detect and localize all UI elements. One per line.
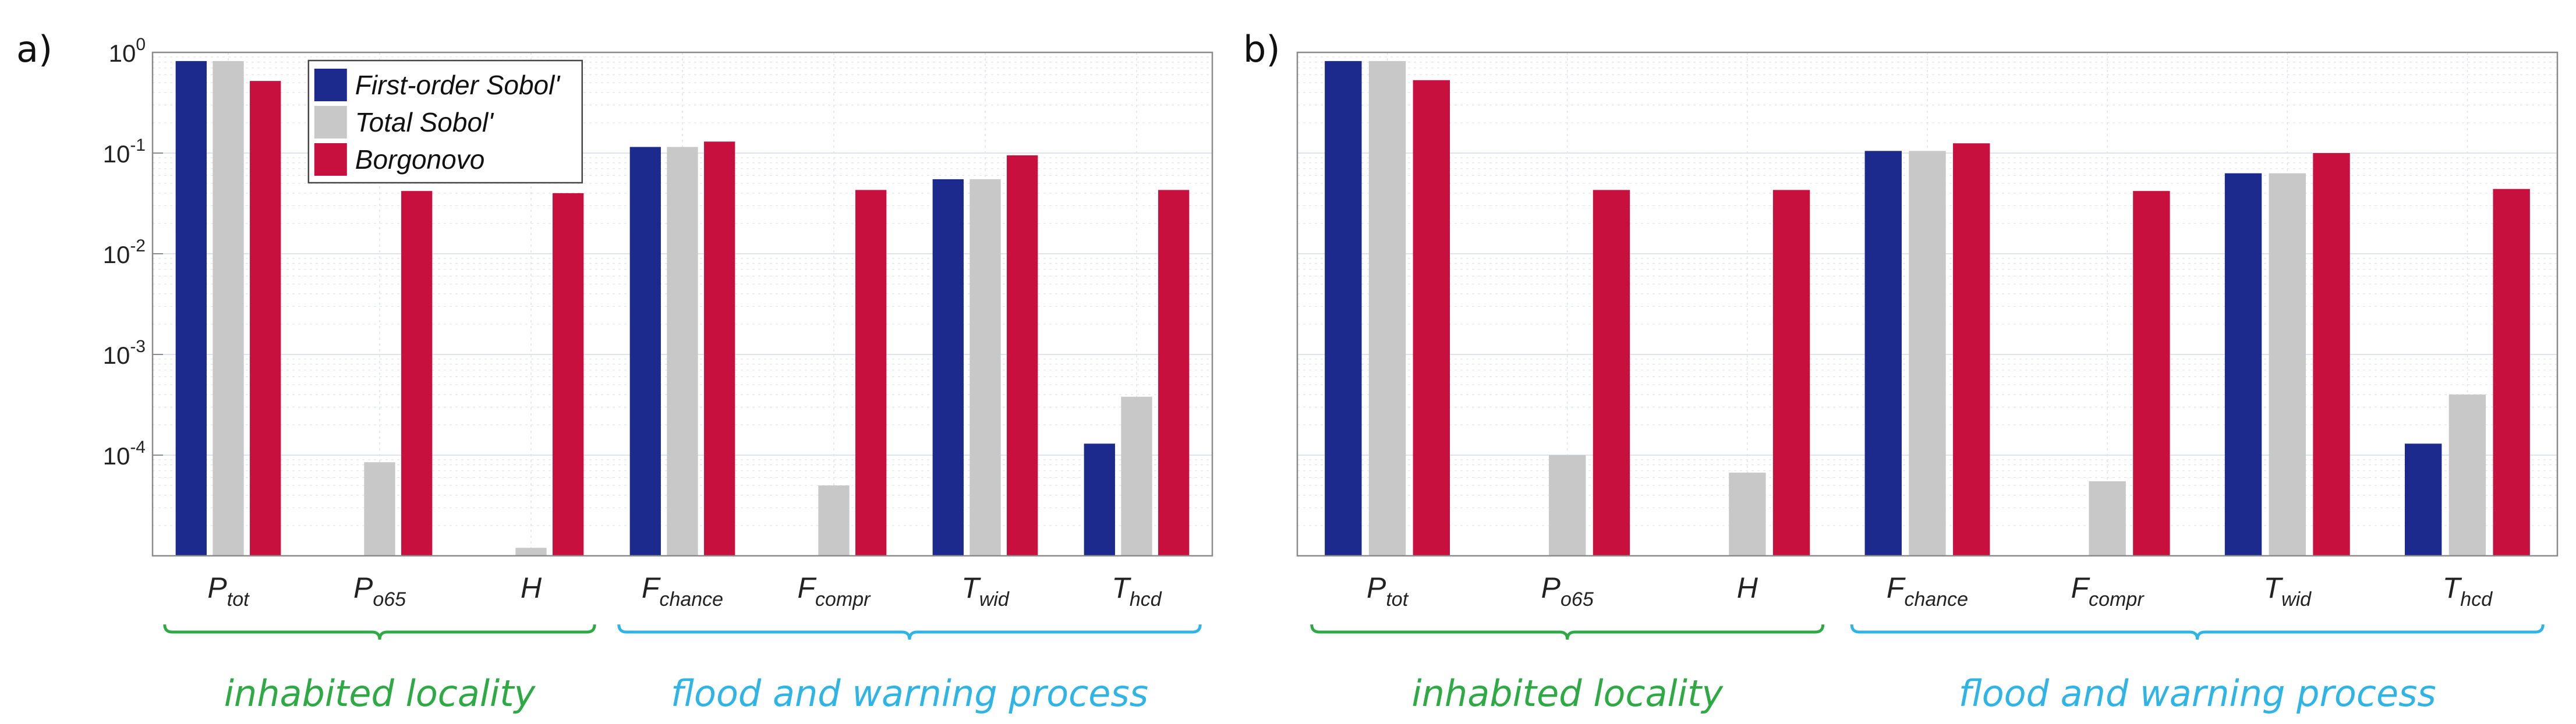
panel-a: a) 100 10-1 10-2 10-3 10-4 Ptot Po65 H Fchance Fco… <box>16 28 1213 715</box>
bar-borgonovo <box>1953 143 1990 556</box>
bar-first-order <box>1864 151 1902 556</box>
y-tick-label: 100 <box>109 35 146 67</box>
bar-total <box>1729 473 1766 556</box>
legend-box <box>307 59 583 184</box>
bar-total <box>2269 173 2306 556</box>
x-tick-label: Po65 <box>353 572 406 611</box>
x-tick-label: Po65 <box>1541 572 1594 611</box>
axes-frame <box>1296 51 2559 557</box>
bar-total <box>515 548 547 556</box>
x-tick-label: H <box>521 572 542 604</box>
x-tick-label: Fchance <box>1887 572 1968 611</box>
bar-borgonovo <box>704 141 735 556</box>
bar-borgonovo <box>1158 190 1190 556</box>
group-label: flood and warning process <box>671 672 1148 715</box>
bar-first-order <box>1325 61 1362 556</box>
bar-total <box>1549 455 1586 556</box>
x-tick-label: Ptot <box>1367 572 1409 611</box>
bar-first-order <box>2224 173 2262 556</box>
group-brace <box>1310 624 1825 640</box>
group-label: inhabited locality <box>224 672 536 715</box>
bar-total <box>667 147 698 556</box>
bar-borgonovo <box>1007 155 1038 556</box>
x-tick-label: Fchance <box>642 572 723 611</box>
bar-first-order <box>2405 443 2442 556</box>
bar-first-order <box>1084 443 1115 556</box>
x-tick-label: Ptot <box>207 572 250 611</box>
bar-total <box>969 179 1001 556</box>
bar-borgonovo <box>1772 190 1810 556</box>
bar-borgonovo <box>2493 189 2530 556</box>
bar-borgonovo <box>2313 153 2350 556</box>
bar-total <box>1368 61 1406 556</box>
x-tick-label: Fcompr <box>2071 572 2145 611</box>
bar-total <box>364 462 395 556</box>
bar-total <box>213 61 244 556</box>
x-tick-label: Twid <box>961 572 1010 611</box>
bar-borgonovo <box>1593 190 1630 556</box>
panel-label: a) <box>16 28 52 70</box>
legend-entry: Borgonovo <box>355 144 485 175</box>
group-label: inhabited locality <box>1411 672 1724 715</box>
legend-entry: First-order Sobol' <box>355 70 561 100</box>
legend-swatch <box>314 69 347 101</box>
bar-borgonovo <box>553 193 584 556</box>
bar-first-order <box>175 61 207 556</box>
legend-swatch <box>314 143 347 176</box>
bar-first-order <box>629 147 661 556</box>
x-tick-label: H <box>1737 572 1758 604</box>
bar-borgonovo <box>2133 191 2170 556</box>
bar-total <box>818 485 850 556</box>
legend-swatch <box>314 106 347 139</box>
axes-frame <box>151 51 1213 557</box>
x-tick-label: Fcompr <box>797 572 871 611</box>
x-tick-label: Thcd <box>2443 572 2493 611</box>
bar-borgonovo <box>250 81 281 556</box>
bar-borgonovo <box>855 190 887 556</box>
panel-label: b) <box>1243 28 1280 70</box>
y-tick-label: 10-4 <box>103 438 146 470</box>
bar-borgonovo <box>1413 80 1450 556</box>
group-brace <box>163 624 596 640</box>
bar-total <box>1121 396 1152 556</box>
bar-borgonovo <box>401 191 433 556</box>
bar-first-order <box>932 179 964 556</box>
group-label: flood and warning process <box>1959 672 2436 715</box>
group-brace <box>617 624 1202 640</box>
group-brace <box>1850 624 2545 640</box>
panel-b: b) Ptot Po65 H Fchance Fcompr Twid Thcd inhabite… <box>1243 28 2559 715</box>
y-tick-label: 10-1 <box>103 136 146 168</box>
x-tick-label: Twid <box>2263 572 2312 611</box>
y-tick-label: 10-3 <box>103 337 146 369</box>
y-tick-label: 10-2 <box>103 236 146 268</box>
bar-total <box>2089 481 2126 556</box>
bar-total <box>1909 151 1946 556</box>
legend-entry: Total Sobol' <box>355 107 494 137</box>
bar-total <box>2448 394 2486 556</box>
x-tick-label: Thcd <box>1112 572 1162 611</box>
